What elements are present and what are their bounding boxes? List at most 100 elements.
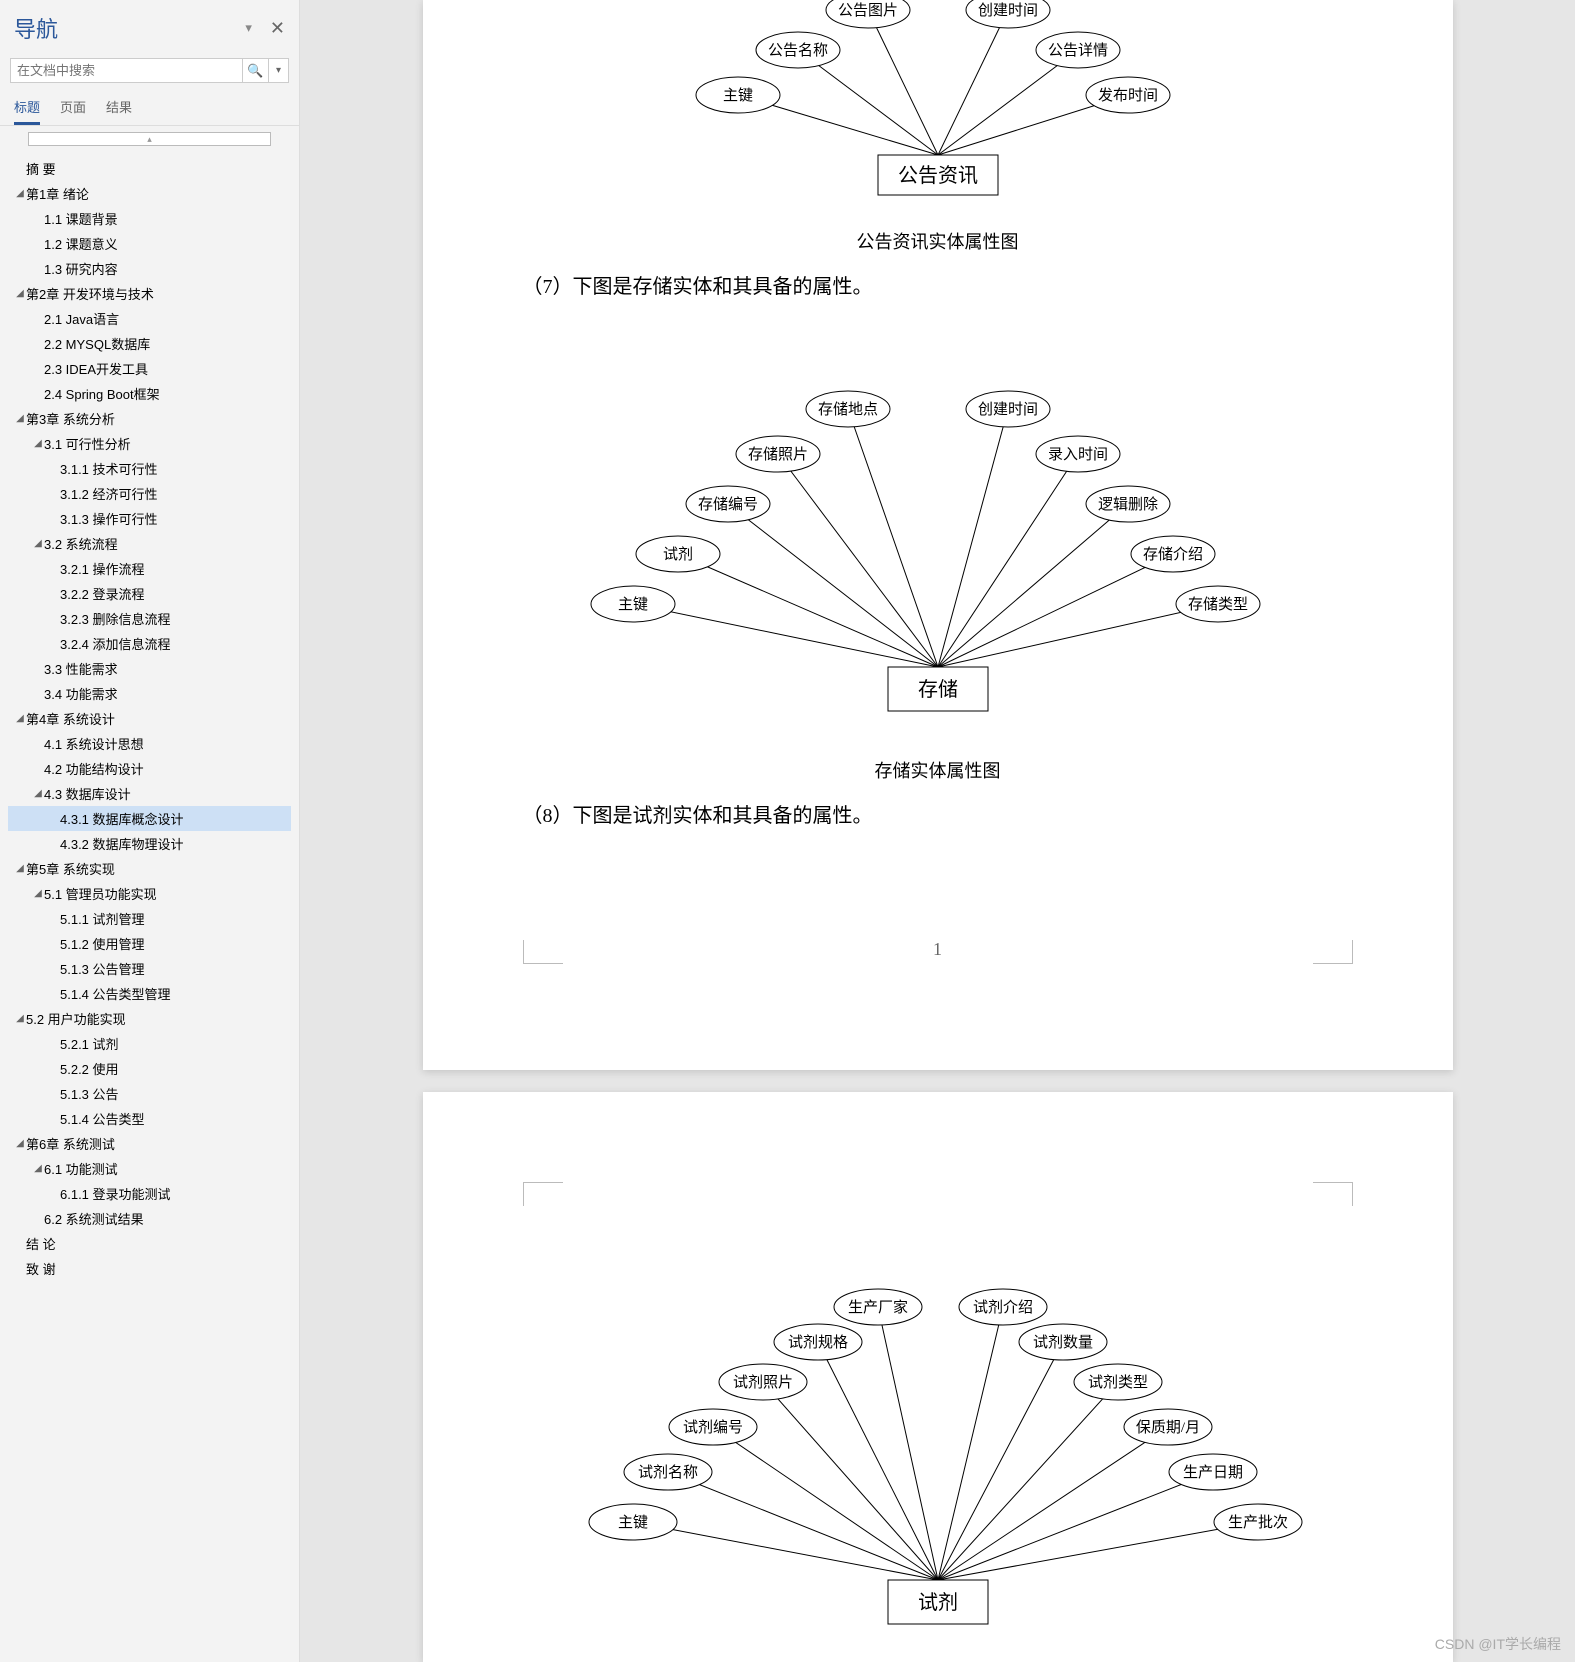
outline-item[interactable]: ◢4.3 数据库设计 <box>8 781 291 806</box>
outline-item[interactable]: 5.1.4 公告类型 <box>8 1106 291 1131</box>
outline-item[interactable]: 4.1 系统设计思想 <box>8 731 291 756</box>
nav-tabs: 标题 页面 结果 <box>0 89 299 126</box>
diagram-storage: 主键试剂存储编号存储照片存储地点创建时间录入时间逻辑删除存储介绍存储类型存储 <box>428 329 1448 749</box>
crop-marks-top <box>423 1182 1453 1212</box>
outline-label: 3.2.3 删除信息流程 <box>60 609 171 628</box>
outline-label: 1.2 课题意义 <box>44 234 118 253</box>
outline-item[interactable]: 3.2.2 登录流程 <box>8 581 291 606</box>
outline-item[interactable]: 5.2.1 试剂 <box>8 1031 291 1056</box>
svg-text:存储照片: 存储照片 <box>747 446 807 463</box>
outline-item[interactable]: 5.1.3 公告 <box>8 1081 291 1106</box>
outline-item[interactable]: 4.3.1 数据库概念设计 <box>8 806 291 831</box>
outline-label: 4.3.1 数据库概念设计 <box>60 809 184 828</box>
outline-item[interactable]: ◢3.2 系统流程 <box>8 531 291 556</box>
outline-item[interactable]: ◢6.1 功能测试 <box>8 1156 291 1181</box>
outline-item[interactable]: 1.2 课题意义 <box>8 231 291 256</box>
svg-text:试剂: 试剂 <box>662 546 692 563</box>
tab-pages[interactable]: 页面 <box>60 97 86 125</box>
outline-item[interactable]: 3.1.2 经济可行性 <box>8 481 291 506</box>
outline-item[interactable]: 结 论 <box>8 1231 291 1256</box>
expand-icon[interactable]: ◢ <box>14 188 26 199</box>
outline-label: 3.1.1 技术可行性 <box>60 459 158 478</box>
outline-item[interactable]: ◢3.1 可行性分析 <box>8 431 291 456</box>
expand-icon[interactable]: ◢ <box>14 1013 26 1024</box>
outline-label: 3.2 系统流程 <box>44 534 118 553</box>
page-1: 主键公告名称公告图片创建时间公告详情发布时间公告资讯 公告资讯实体属性图 （7）… <box>423 0 1453 1070</box>
svg-text:试剂规格: 试剂规格 <box>787 1334 847 1351</box>
outline-item[interactable]: 3.1.3 操作可行性 <box>8 506 291 531</box>
outline-item[interactable]: 3.3 性能需求 <box>8 656 291 681</box>
outline-label: 第4章 系统设计 <box>26 709 115 728</box>
outline-item[interactable]: 5.1.4 公告类型管理 <box>8 981 291 1006</box>
outline-item[interactable]: ◢第4章 系统设计 <box>8 706 291 731</box>
diagram-reagent: 主键试剂名称试剂编号试剂照片试剂规格生产厂家试剂介绍试剂数量试剂类型保质期/月生… <box>428 1242 1448 1662</box>
svg-text:试剂名称: 试剂名称 <box>637 1464 697 1481</box>
outline-label: 3.3 性能需求 <box>44 659 118 678</box>
outline-label: 第1章 绪论 <box>26 184 89 203</box>
expand-icon[interactable]: ◢ <box>14 413 26 424</box>
outline-label: 5.1.4 公告类型管理 <box>60 984 171 1003</box>
outline-item[interactable]: 2.1 Java语言 <box>8 306 291 331</box>
outline-item[interactable]: 1.1 课题背景 <box>8 206 291 231</box>
close-icon[interactable]: ✕ <box>270 18 285 39</box>
outline-item[interactable]: 5.1.2 使用管理 <box>8 931 291 956</box>
expand-icon[interactable]: ◢ <box>14 863 26 874</box>
svg-text:存储介绍: 存储介绍 <box>1142 546 1202 563</box>
svg-text:试剂: 试剂 <box>918 1591 958 1614</box>
svg-text:公告详情: 公告详情 <box>1047 42 1107 59</box>
outline-item[interactable]: ◢第1章 绪论 <box>8 181 291 206</box>
search-input[interactable] <box>10 58 243 83</box>
outline-item[interactable]: ◢第2章 开发环境与技术 <box>8 281 291 306</box>
outline-item[interactable]: ◢5.1 管理员功能实现 <box>8 881 291 906</box>
outline-label: 4.2 功能结构设计 <box>44 759 144 778</box>
outline-label: 5.1.4 公告类型 <box>60 1109 145 1128</box>
outline-item[interactable]: 3.2.3 删除信息流程 <box>8 606 291 631</box>
outline-label: 3.2.4 添加信息流程 <box>60 634 171 653</box>
page-2: 主键试剂名称试剂编号试剂照片试剂规格生产厂家试剂介绍试剂数量试剂类型保质期/月生… <box>423 1092 1453 1662</box>
crop-mark <box>523 1182 563 1206</box>
outline-item[interactable]: 3.4 功能需求 <box>8 681 291 706</box>
search-dropdown-icon[interactable]: ▾ <box>269 58 289 83</box>
outline-tree: 摘 要◢第1章 绪论1.1 课题背景1.2 课题意义1.3 研究内容◢第2章 开… <box>0 152 299 1662</box>
outline-item[interactable]: 6.2 系统测试结果 <box>8 1206 291 1231</box>
outline-item[interactable]: ◢第3章 系统分析 <box>8 406 291 431</box>
outline-label: 摘 要 <box>26 159 56 178</box>
outline-item[interactable]: 3.2.4 添加信息流程 <box>8 631 291 656</box>
outline-item[interactable]: 5.1.3 公告管理 <box>8 956 291 981</box>
expand-icon[interactable]: ◢ <box>14 288 26 299</box>
page-number: 1 <box>423 939 1453 960</box>
nav-menu-caret-icon[interactable]: ▾ <box>245 20 252 36</box>
expand-icon[interactable]: ◢ <box>32 438 44 449</box>
outline-item[interactable]: 致 谢 <box>8 1256 291 1281</box>
outline-item[interactable]: 3.2.1 操作流程 <box>8 556 291 581</box>
tab-headings[interactable]: 标题 <box>14 97 40 125</box>
search-icon[interactable]: 🔍 <box>243 58 269 83</box>
outline-item[interactable]: 摘 要 <box>8 156 291 181</box>
caption-1: 公告资讯实体属性图 <box>423 228 1453 254</box>
outline-item[interactable]: 5.2.2 使用 <box>8 1056 291 1081</box>
expand-icon[interactable]: ◢ <box>14 713 26 724</box>
expand-icon[interactable]: ◢ <box>32 1163 44 1174</box>
expand-icon[interactable]: ◢ <box>14 1138 26 1149</box>
outline-item[interactable]: 1.3 研究内容 <box>8 256 291 281</box>
expand-icon[interactable]: ◢ <box>32 788 44 799</box>
outline-item[interactable]: 3.1.1 技术可行性 <box>8 456 291 481</box>
outline-item[interactable]: 2.3 IDEA开发工具 <box>8 356 291 381</box>
tab-results[interactable]: 结果 <box>106 97 132 125</box>
expand-icon[interactable]: ◢ <box>32 888 44 899</box>
navigation-panel: 导航 ▾ ✕ 🔍 ▾ 标题 页面 结果 ▴ 摘 要◢第1章 绪论1.1 课题背景… <box>0 0 300 1662</box>
expand-icon[interactable]: ◢ <box>32 538 44 549</box>
outline-level-bar[interactable]: ▴ <box>28 132 271 146</box>
outline-label: 4.3 数据库设计 <box>44 784 131 803</box>
outline-item[interactable]: 5.1.1 试剂管理 <box>8 906 291 931</box>
outline-item[interactable]: ◢第5章 系统实现 <box>8 856 291 881</box>
outline-item[interactable]: 4.3.2 数据库物理设计 <box>8 831 291 856</box>
outline-item[interactable]: ◢第6章 系统测试 <box>8 1131 291 1156</box>
outline-item[interactable]: 6.1.1 登录功能测试 <box>8 1181 291 1206</box>
outline-item[interactable]: ◢5.2 用户功能实现 <box>8 1006 291 1031</box>
svg-text:生产日期: 生产日期 <box>1182 1464 1242 1481</box>
outline-item[interactable]: 2.4 Spring Boot框架 <box>8 381 291 406</box>
outline-label: 致 谢 <box>26 1259 56 1278</box>
outline-item[interactable]: 4.2 功能结构设计 <box>8 756 291 781</box>
outline-item[interactable]: 2.2 MYSQL数据库 <box>8 331 291 356</box>
